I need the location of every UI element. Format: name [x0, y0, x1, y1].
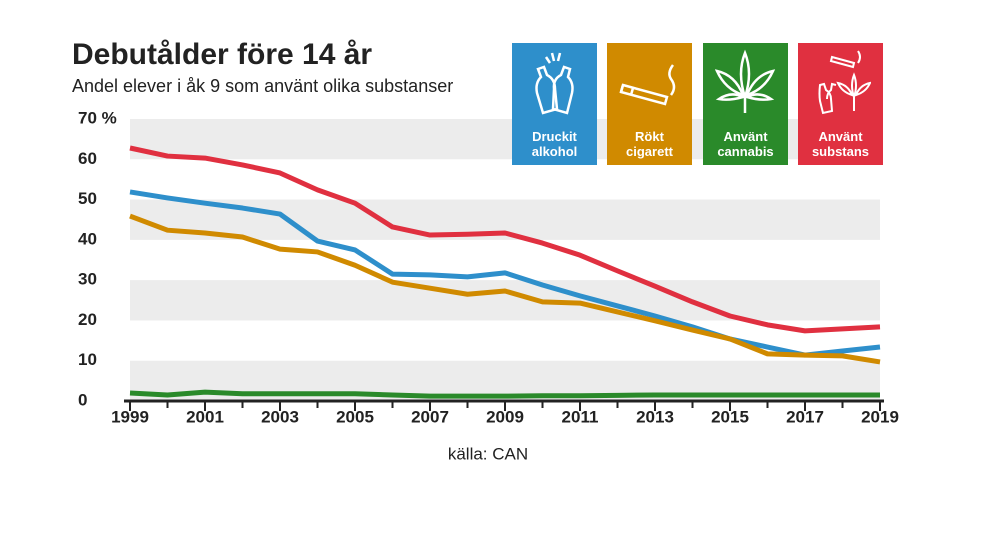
y-tick-label: 70 % [78, 108, 117, 127]
y-tick-label: 10 [78, 350, 97, 369]
x-tick-label: 2001 [186, 407, 224, 426]
series-line [129, 213, 881, 365]
chart-subtitle: Andel elever i åk 9 som använt olika sub… [72, 76, 453, 96]
y-tick-label: 20 [78, 310, 97, 329]
x-tick-label: 2017 [786, 407, 824, 426]
grid-band [130, 280, 880, 321]
icon-substance [818, 50, 871, 115]
legend-item: Använt cannabis [703, 43, 788, 165]
series-line [129, 145, 881, 334]
legend-label: Använt substans [811, 129, 870, 159]
legend-item: Druckit alkohol [512, 43, 597, 165]
x-tick-label: 2015 [711, 407, 749, 426]
y-tick-label: 50 [78, 189, 97, 208]
y-tick-label: 30 [78, 270, 97, 289]
legend-label: Använt cannabis [717, 129, 774, 159]
legend-item: Rökt cigarett [607, 43, 692, 165]
y-tick-label: 0 [78, 390, 87, 409]
x-tick-label: 2011 [562, 407, 599, 426]
x-tick-label: 2019 [861, 407, 899, 426]
legend-label: Rökt cigarett [626, 129, 673, 159]
x-tick-label: 2005 [336, 407, 374, 426]
x-tick-label: 2009 [486, 407, 524, 426]
series-line [129, 189, 881, 358]
chart-title: Debutålder före 14 år [72, 38, 372, 71]
icon-cigarette [619, 64, 676, 106]
source: källa: CAN [448, 444, 528, 463]
series-line [129, 389, 880, 399]
legend-item: Använt substans [798, 43, 883, 165]
x-tick-label: 2007 [411, 407, 449, 426]
icon-cannabis [715, 49, 776, 113]
icon-alcohol [535, 52, 574, 115]
x-tick-label: 2013 [636, 407, 674, 426]
x-tick-label: 1999 [111, 407, 149, 426]
y-tick-label: 60 [78, 149, 97, 168]
legend-label: Druckit alkohol [531, 129, 578, 159]
x-tick-label: 2003 [261, 407, 299, 426]
y-tick-label: 40 [78, 229, 97, 248]
